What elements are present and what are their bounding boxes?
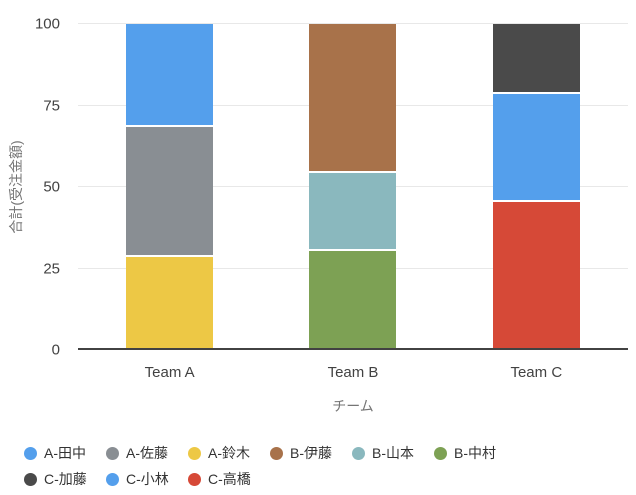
legend-item-A-佐藤[interactable]: A-佐藤 [106, 444, 188, 462]
gridline-100 [78, 23, 628, 24]
x-tick-label-team-b: Team B [327, 364, 379, 381]
legend-item-B-山本[interactable]: B-山本 [352, 444, 434, 462]
plot-area [78, 23, 628, 350]
bar-stack-team-b [309, 24, 397, 350]
bar-segment-C-加藤[interactable] [492, 24, 580, 93]
bar-segment-A-田中[interactable] [126, 24, 214, 126]
bar-segment-B-伊藤[interactable] [309, 24, 397, 171]
legend-item-A-田中[interactable]: A-田中 [24, 444, 106, 462]
bar-segment-B-山本[interactable] [309, 170, 397, 249]
legend-label: C-高橋 [208, 471, 251, 487]
legend-label: C-加藤 [44, 471, 87, 487]
y-tick-labels: 0 25 50 75 100 [0, 17, 66, 358]
y-tick-label-25: 25 [43, 260, 60, 277]
legend-marker-dot [188, 446, 201, 460]
legend-label: B-山本 [372, 445, 414, 461]
x-axis-title: チーム [332, 398, 374, 414]
legend-marker-dot [106, 472, 119, 486]
bar-stack-team-c [492, 24, 580, 350]
x-tick-label-team-a: Team A [144, 364, 195, 381]
legend-marker-dot [24, 472, 37, 486]
legend-marker-dot [106, 446, 119, 460]
bar-stack-team-a [126, 24, 214, 350]
y-tick-label-0: 0 [51, 341, 60, 359]
bar-segment-C-小林[interactable] [492, 92, 580, 201]
x-tick-label-team-c: Team C [510, 364, 563, 381]
legend-item-C-小林[interactable]: C-小林 [106, 470, 188, 488]
y-tick-label-75: 75 [43, 97, 60, 114]
legend-marker-dot [24, 446, 37, 460]
legend-item-C-加藤[interactable]: C-加藤 [24, 470, 106, 488]
legend-marker-dot [270, 446, 283, 460]
legend-item-B-伊藤[interactable]: B-伊藤 [270, 444, 352, 462]
x-tick-labels: Team A Team B Team C [78, 364, 628, 381]
bar-segment-B-中村[interactable] [309, 248, 397, 350]
legend-label: C-小林 [126, 471, 169, 487]
bar-cell-team-a [78, 24, 261, 350]
y-tick-label-50: 50 [43, 178, 60, 196]
bar-segment-A-佐藤[interactable] [126, 125, 214, 256]
bar-cell-team-c [445, 24, 628, 350]
legend-marker-dot [434, 446, 447, 460]
legend-label: B-中村 [454, 445, 496, 461]
bars-row [78, 24, 628, 350]
legend-item-C-高橋[interactable]: C-高橋 [188, 470, 270, 488]
x-axis-line [78, 348, 628, 350]
legend-label: A-佐藤 [126, 445, 168, 461]
legend-marker-dot [352, 446, 365, 460]
bar-segment-A-鈴木[interactable] [126, 255, 214, 350]
bar-cell-team-b [261, 24, 444, 350]
legend-marker-dot [188, 472, 201, 486]
legend-label: B-伊藤 [290, 445, 332, 461]
y-tick-label-100: 100 [34, 15, 60, 33]
legend-label: A-田中 [44, 445, 86, 461]
legend-item-B-中村[interactable]: B-中村 [434, 444, 516, 462]
bar-segment-C-高橋[interactable] [492, 200, 580, 350]
legend-label: A-鈴木 [208, 445, 250, 461]
legend-item-A-鈴木[interactable]: A-鈴木 [188, 444, 270, 462]
legend: A-田中 A-佐藤 A-鈴木 B-伊藤 B-山本 B-中村 C-加藤 C-小林 C-高橋 [24, 444, 544, 488]
